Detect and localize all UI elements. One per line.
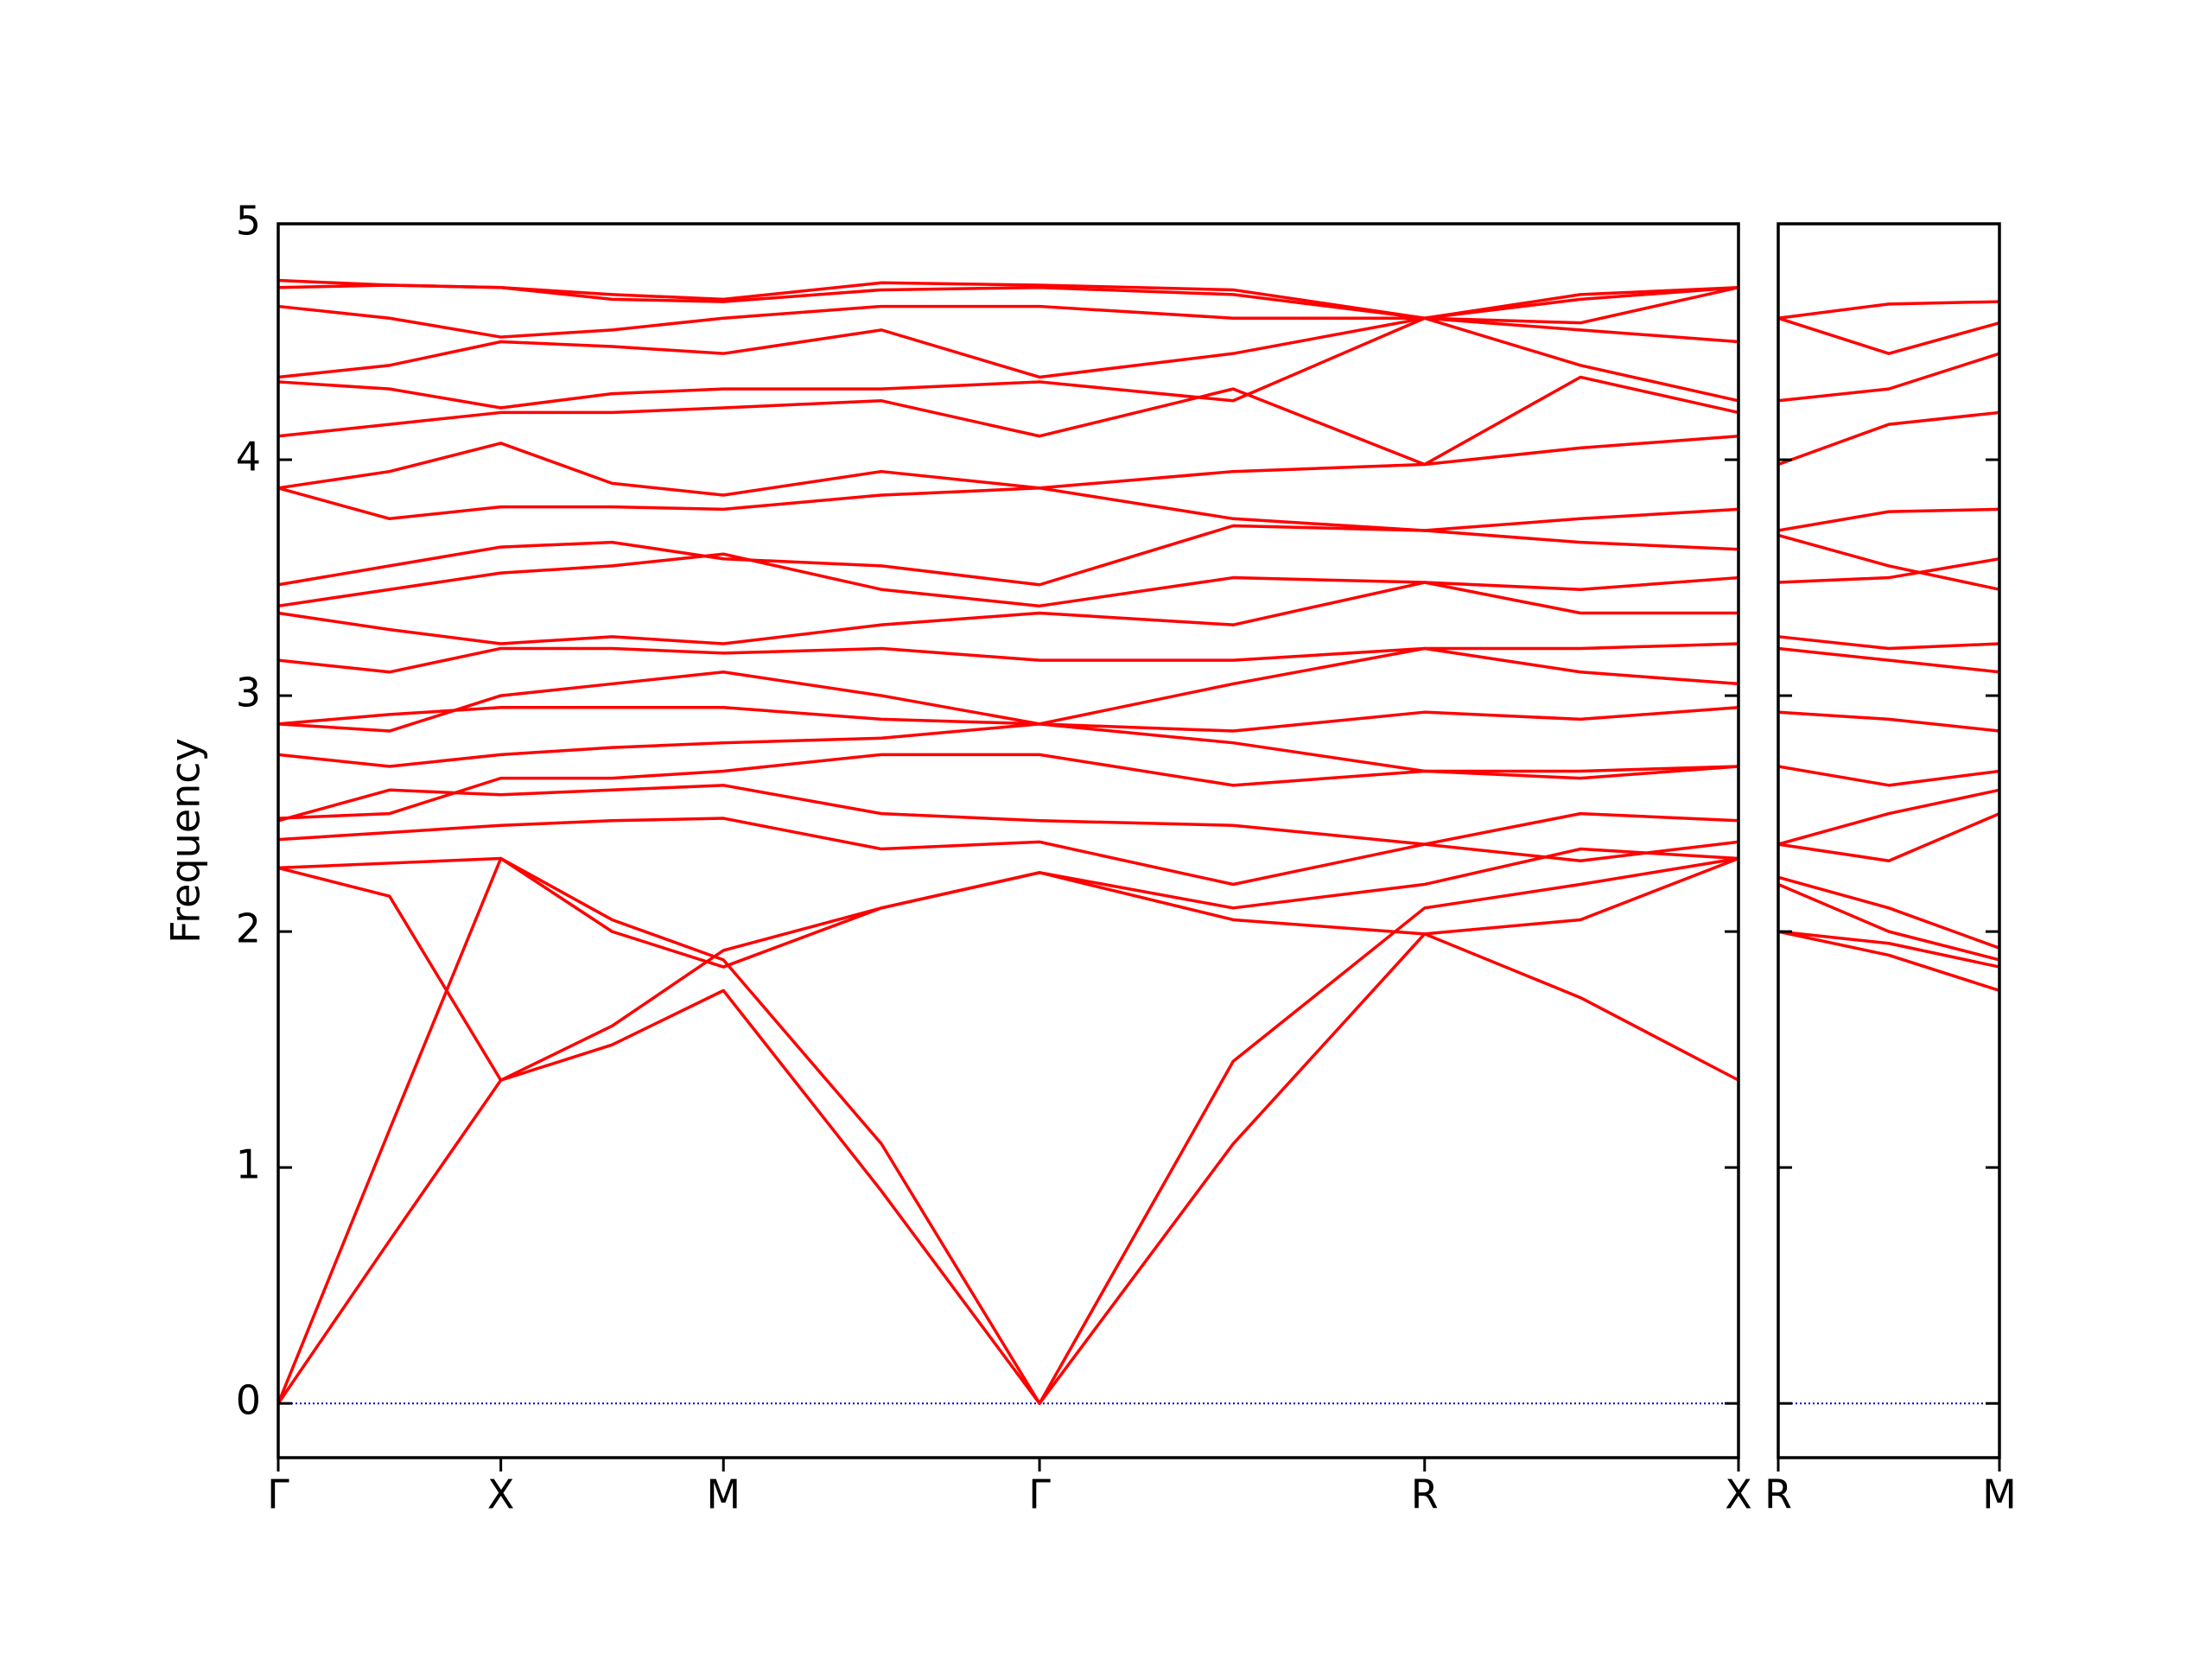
band-line bbox=[277, 316, 1739, 410]
band-line bbox=[277, 581, 1738, 645]
band-line bbox=[1777, 930, 2000, 969]
band-line bbox=[1777, 765, 2000, 787]
band-line bbox=[277, 434, 1739, 497]
band-line bbox=[276, 856, 1739, 1405]
band-line bbox=[277, 524, 1739, 587]
band-line bbox=[1777, 882, 2000, 962]
band-line bbox=[1777, 811, 2000, 862]
x-tick-label: X bbox=[487, 1471, 515, 1518]
band-line bbox=[277, 722, 1739, 773]
band-line bbox=[1777, 646, 2000, 674]
band-line bbox=[277, 278, 1739, 320]
x-tick-label: Γ bbox=[267, 1471, 289, 1518]
band-line bbox=[277, 552, 1739, 608]
band-line bbox=[277, 856, 1739, 1082]
band-line bbox=[1777, 635, 2000, 651]
band-line bbox=[1777, 300, 2000, 320]
band-line bbox=[1777, 556, 2000, 584]
x-tick-label: Γ bbox=[1028, 1471, 1051, 1518]
plot-frame bbox=[276, 222, 1740, 1459]
band-line bbox=[1777, 710, 2000, 733]
y-tick-label: 1 bbox=[236, 1141, 261, 1188]
band-line bbox=[277, 646, 1739, 733]
band-line bbox=[277, 316, 1739, 379]
y-tick-label: 4 bbox=[236, 434, 261, 480]
band-line bbox=[1777, 410, 2000, 467]
band-line bbox=[1777, 352, 2000, 403]
x-tick-label: X bbox=[1725, 1471, 1752, 1518]
band-line bbox=[277, 705, 1739, 733]
band-line bbox=[1777, 930, 2000, 993]
x-tick-label: R bbox=[1764, 1471, 1792, 1518]
band-line bbox=[277, 486, 1739, 532]
x-tick-label: M bbox=[1982, 1471, 2017, 1518]
band-line bbox=[1777, 875, 2000, 950]
band-line bbox=[277, 286, 1739, 339]
x-tick-label: M bbox=[706, 1471, 741, 1518]
band-line bbox=[276, 932, 1739, 1405]
plot-frame bbox=[1777, 222, 2001, 1459]
y-tick-label: 5 bbox=[236, 198, 261, 245]
band-line bbox=[1777, 316, 2000, 355]
band-line bbox=[1777, 533, 2000, 591]
band-line bbox=[1777, 507, 2000, 532]
y-axis-label: Frequency bbox=[162, 738, 209, 944]
band-line bbox=[277, 283, 1739, 320]
band-line bbox=[277, 784, 1739, 846]
band-line bbox=[277, 847, 1739, 969]
band-line bbox=[277, 753, 1739, 820]
y-tick-label: 0 bbox=[236, 1377, 261, 1424]
x-tick-label: R bbox=[1411, 1471, 1439, 1518]
band-line bbox=[277, 817, 1739, 887]
band-line bbox=[277, 642, 1739, 674]
y-tick-label: 2 bbox=[236, 906, 261, 952]
y-tick-label: 3 bbox=[236, 670, 261, 716]
band-line bbox=[277, 375, 1739, 467]
band-line bbox=[1777, 788, 2000, 846]
